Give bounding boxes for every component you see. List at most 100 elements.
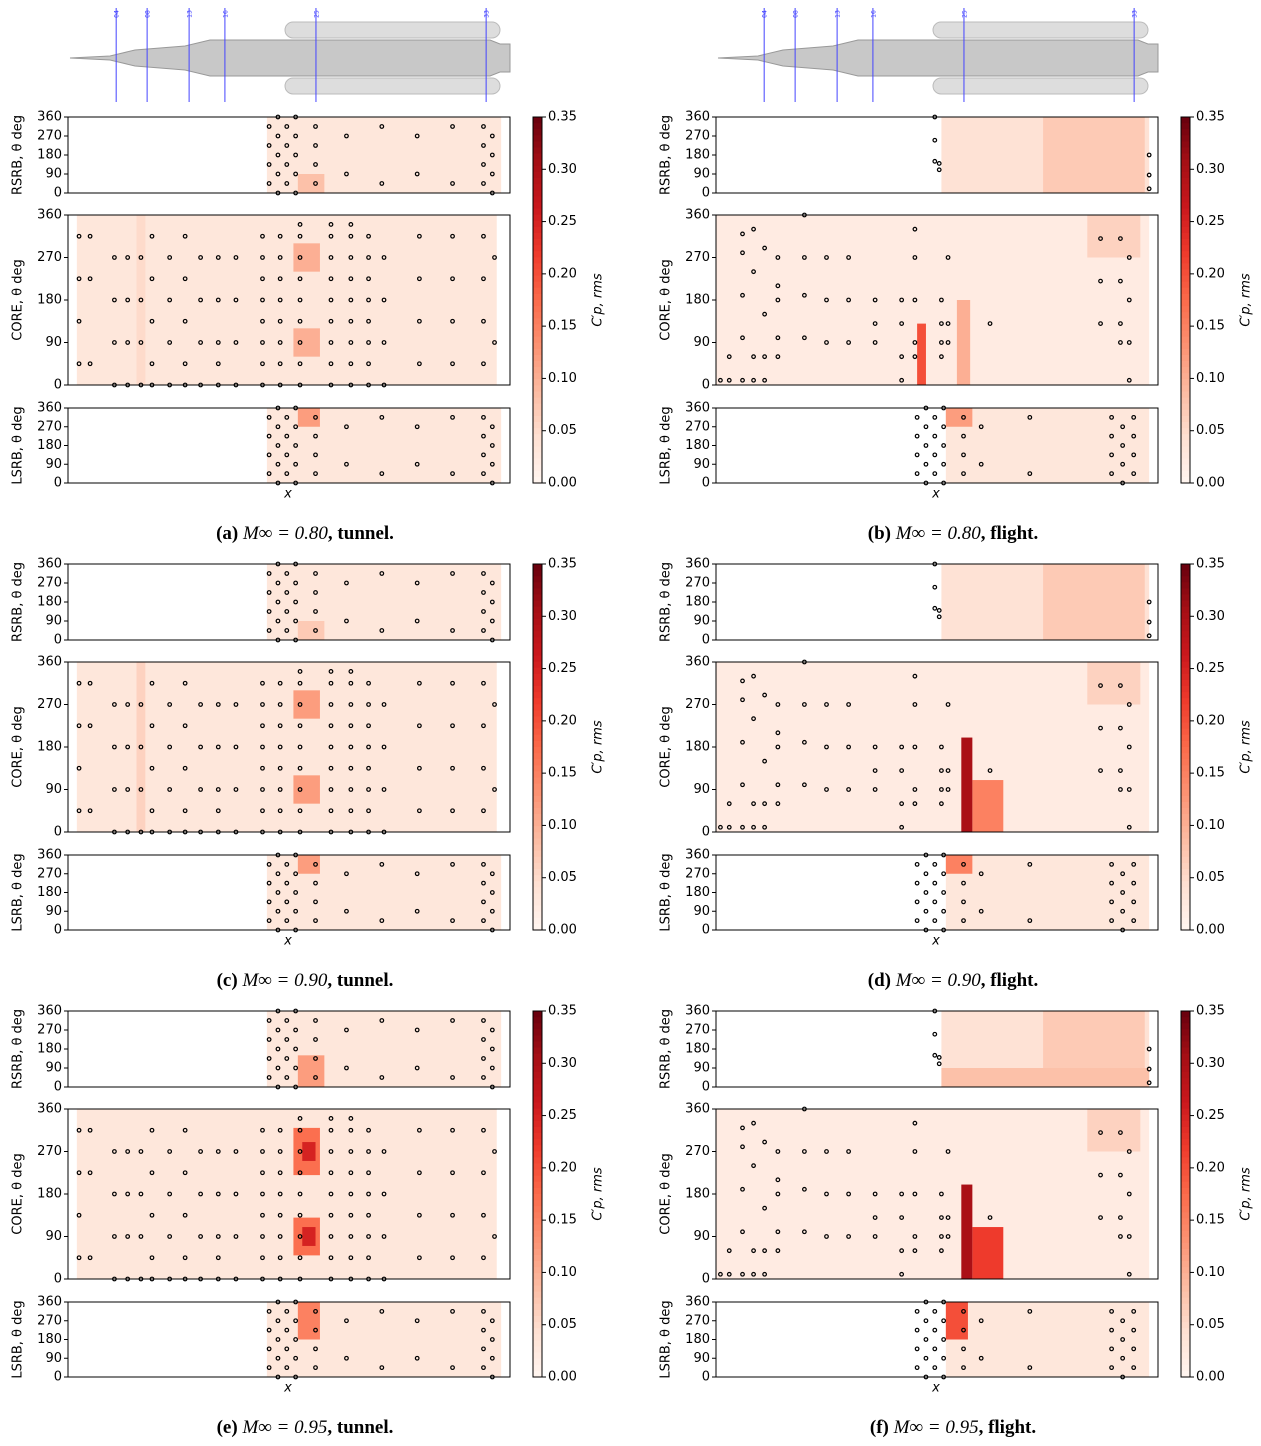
rocket-image: 040813162533 <box>70 8 510 102</box>
sensor-point <box>933 138 937 142</box>
colorbar-step <box>1181 1139 1190 1146</box>
caption-tag: (e) <box>217 1417 238 1438</box>
colorbar-step <box>533 202 542 209</box>
colorbar-step <box>533 227 542 234</box>
colorbar-step <box>533 312 542 319</box>
y-tick-label: 270 <box>37 1144 62 1159</box>
colorbar-step <box>533 361 542 368</box>
colorbar-step <box>1181 361 1190 368</box>
sensor-point <box>933 863 937 867</box>
colorbar-step <box>533 117 542 124</box>
colorbar-step <box>1181 331 1190 338</box>
y-tick-label: 270 <box>37 1313 62 1328</box>
colorbar-step <box>1181 778 1190 785</box>
field-region <box>961 1185 972 1279</box>
colorbar-step <box>533 729 542 736</box>
colorbar-step <box>533 1042 542 1049</box>
y-tick-label: 360 <box>37 1004 62 1019</box>
colorbar-step <box>533 1017 542 1024</box>
colorbar-tick-label: 0.30 <box>548 1056 577 1071</box>
y-tick-label: 0 <box>54 378 62 393</box>
colorbar-label: C′p, rms <box>1239 720 1254 774</box>
colorbar-step <box>533 331 542 338</box>
caption-condition: , flight. <box>981 970 1039 991</box>
y-tick-label: 90 <box>693 167 710 182</box>
colorbar-step <box>1181 416 1190 423</box>
y-tick-label: 180 <box>37 293 62 308</box>
colorbar-step <box>1181 1286 1190 1293</box>
station-label: 13 <box>835 10 842 18</box>
y-tick-label: 360 <box>685 208 710 223</box>
colorbar-step <box>533 1225 542 1232</box>
colorbar-step <box>533 1023 542 1030</box>
colorbar-step <box>1181 1322 1190 1329</box>
colorbar-step <box>1181 1084 1190 1091</box>
sensor-point <box>933 1347 937 1351</box>
colorbar-tick-label: 0.00 <box>1196 923 1225 938</box>
colorbar-step <box>1181 1334 1190 1341</box>
colorbar-step <box>1181 1212 1190 1219</box>
colorbar-step <box>1181 367 1190 374</box>
colorbar-step <box>1181 349 1190 356</box>
colorbar-step <box>1181 294 1190 301</box>
y-axis-label: LSRB, θ deg <box>11 853 26 931</box>
y-tick-label: 90 <box>693 904 710 919</box>
y-tick-label: 270 <box>685 866 710 881</box>
sensor-point <box>937 1056 941 1060</box>
colorbar-step <box>533 306 542 313</box>
colorbar-step <box>1181 1255 1190 1262</box>
field-region <box>137 215 146 385</box>
colorbar-step <box>1181 729 1190 736</box>
colorbar-step <box>533 607 542 614</box>
y-axis-label: LSRB, θ deg <box>659 406 674 484</box>
sensor-point <box>937 609 941 613</box>
colorbar-step <box>1181 625 1190 632</box>
field-region <box>302 1227 315 1246</box>
colorbar-step <box>1181 221 1190 228</box>
colorbar-step <box>533 656 542 663</box>
colorbar-step <box>1181 135 1190 142</box>
colorbar-tick-label: 0.30 <box>1196 609 1225 624</box>
colorbar-step <box>1181 398 1190 405</box>
x-axis-label: x <box>931 934 940 949</box>
y-tick-label: 180 <box>37 1332 62 1347</box>
colorbar-tick-label: 0.35 <box>1196 1004 1225 1019</box>
colorbar-step <box>1181 1249 1190 1256</box>
colorbar-step <box>1181 202 1190 209</box>
y-tick-label: 360 <box>37 848 62 863</box>
y-tick-label: 180 <box>685 438 710 453</box>
colorbar-step <box>533 148 542 155</box>
colorbar-step <box>533 215 542 222</box>
colorbar-step <box>533 918 542 925</box>
caption-mach: M∞ = 0.80 <box>242 523 328 544</box>
colorbar-step <box>533 1164 542 1171</box>
colorbar-step <box>533 1304 542 1311</box>
field-region <box>946 408 973 427</box>
colorbar-step <box>533 410 542 417</box>
colorbar-tick-label: 0.05 <box>1196 1317 1225 1332</box>
colorbar-step <box>533 1066 542 1073</box>
colorbar-tick-label: 0.35 <box>1196 110 1225 125</box>
y-tick-label: 360 <box>37 110 62 125</box>
colorbar-step <box>533 619 542 626</box>
colorbar-step <box>1181 355 1190 362</box>
field-region <box>941 1068 1149 1087</box>
colorbar-step <box>533 710 542 717</box>
colorbar-step <box>1181 288 1190 295</box>
colorbar-label: C′p, rms <box>591 720 606 774</box>
colorbar-step <box>533 1115 542 1122</box>
colorbar-step <box>533 1365 542 1372</box>
colorbar-step <box>1181 166 1190 173</box>
colorbar-step <box>533 692 542 699</box>
y-tick-label: 270 <box>37 129 62 144</box>
sensor-point <box>933 453 937 457</box>
colorbar-step <box>533 239 542 246</box>
colorbar-step <box>533 1267 542 1274</box>
colorbar-step <box>533 1170 542 1177</box>
colorbar-step <box>533 1231 542 1238</box>
colorbar-step <box>1181 1035 1190 1042</box>
colorbar-step <box>533 1218 542 1225</box>
caption: (e) M∞ = 0.95, tunnel. <box>217 1417 394 1438</box>
colorbar-step <box>533 1182 542 1189</box>
station-label: 16 <box>870 10 877 18</box>
